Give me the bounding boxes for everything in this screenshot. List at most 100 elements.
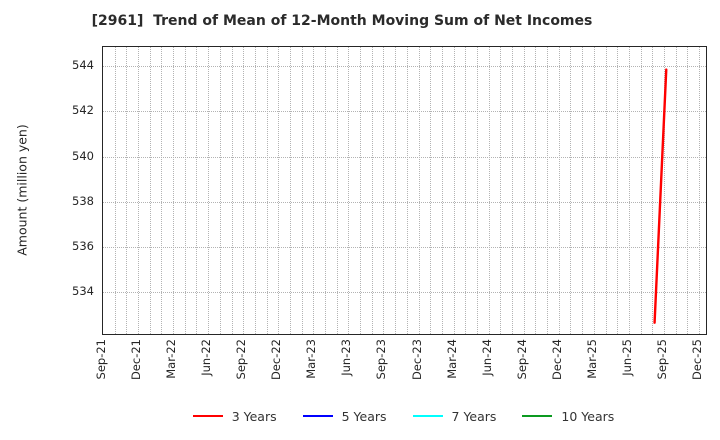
grid-line-vertical bbox=[640, 47, 642, 334]
legend-label: 5 Years bbox=[341, 408, 387, 424]
x-tick-label: Sep-23 bbox=[374, 339, 389, 380]
y-axis-label-text: Amount (million yen) bbox=[14, 124, 30, 256]
grid-line-vertical bbox=[418, 47, 420, 334]
y-tick-label: 536 bbox=[72, 238, 94, 253]
grid-line-horizontal bbox=[103, 111, 706, 113]
grid-line-vertical bbox=[488, 47, 490, 334]
grid-line-vertical bbox=[652, 47, 654, 334]
grid-line-vertical bbox=[441, 47, 443, 334]
legend: 3 Years 5 Years 7 Years 10 Years bbox=[102, 404, 705, 428]
grid-line-vertical bbox=[313, 47, 315, 334]
grid-line-horizontal bbox=[103, 292, 706, 294]
grid-line-vertical bbox=[593, 47, 595, 334]
series-line-3-years bbox=[653, 68, 668, 324]
grid-line-vertical bbox=[360, 47, 362, 334]
plot-area bbox=[102, 46, 707, 335]
x-tick-label: Sep-24 bbox=[514, 339, 529, 380]
grid-line-vertical bbox=[138, 47, 140, 334]
grid-line-vertical bbox=[196, 47, 198, 334]
grid-line-vertical bbox=[430, 47, 432, 334]
grid-line-vertical bbox=[465, 47, 467, 334]
legend-swatch bbox=[192, 415, 223, 417]
x-tick-label: Jun-23 bbox=[339, 339, 354, 376]
grid-line-vertical bbox=[453, 47, 455, 334]
legend-label: 7 Years bbox=[451, 408, 497, 424]
grid-line-vertical bbox=[523, 47, 525, 334]
y-tick-label: 544 bbox=[72, 58, 94, 73]
grid-line-vertical bbox=[289, 47, 291, 334]
legend-item-5-years: 5 Years bbox=[302, 408, 387, 424]
grid-line-vertical bbox=[687, 47, 689, 334]
grid-line-vertical bbox=[663, 47, 665, 334]
chart-title: [2961] Trend of Mean of 12-Month Moving … bbox=[91, 13, 593, 29]
x-tick-label: Jun-25 bbox=[619, 339, 634, 376]
grid-line-vertical bbox=[535, 47, 537, 334]
legend-label: 3 Years bbox=[231, 408, 277, 424]
grid-line-vertical bbox=[231, 47, 233, 334]
x-tick-label: Jun-22 bbox=[199, 339, 214, 376]
grid-line-vertical bbox=[325, 47, 327, 334]
grid-line-vertical bbox=[617, 47, 619, 334]
grid-line-vertical bbox=[336, 47, 338, 334]
grid-line-vertical bbox=[348, 47, 350, 334]
grid-line-vertical bbox=[558, 47, 560, 334]
grid-line-horizontal bbox=[103, 246, 706, 248]
grid-line-vertical bbox=[570, 47, 572, 334]
x-tick-label: Sep-21 bbox=[94, 339, 108, 380]
series-lines bbox=[653, 68, 668, 324]
x-tick-label: Mar-22 bbox=[164, 339, 179, 379]
x-tick-label: Mar-23 bbox=[304, 339, 319, 379]
grid-line-vertical bbox=[698, 47, 700, 334]
grid-line-vertical bbox=[512, 47, 513, 334]
legend-item-3-years: 3 Years bbox=[192, 408, 277, 424]
x-tick-label: Dec-23 bbox=[409, 339, 424, 381]
grid-line-vertical bbox=[371, 47, 373, 334]
x-tick-label: Dec-22 bbox=[269, 339, 284, 381]
grid-line-vertical bbox=[395, 47, 397, 334]
y-tick-label: 538 bbox=[72, 193, 94, 208]
grid-line-vertical bbox=[161, 47, 163, 334]
x-tick-label: Sep-25 bbox=[654, 339, 669, 380]
y-tick-label: 542 bbox=[72, 103, 94, 118]
grid-line-vertical bbox=[149, 47, 151, 334]
grid-line-vertical bbox=[383, 47, 385, 334]
grid-line-vertical bbox=[173, 47, 175, 334]
x-tick-label: Dec-24 bbox=[549, 339, 564, 381]
grid-line-horizontal bbox=[103, 66, 706, 68]
x-tick-label: Dec-25 bbox=[689, 339, 704, 381]
y-tick-label: 534 bbox=[72, 284, 94, 299]
x-tick-label: Dec-21 bbox=[129, 339, 144, 381]
legend-swatch bbox=[522, 415, 553, 417]
y-tick-label: 540 bbox=[72, 148, 94, 163]
legend-item-10-years: 10 Years bbox=[522, 409, 614, 424]
grid-line-vertical bbox=[301, 47, 303, 334]
grid-line-vertical bbox=[219, 47, 221, 334]
x-tick-label: Mar-25 bbox=[584, 339, 599, 379]
legend-item-7-years: 7 Years bbox=[412, 408, 497, 424]
grid-line-vertical bbox=[675, 47, 677, 334]
grid-line-vertical bbox=[500, 47, 502, 334]
legend-label: 10 Years bbox=[561, 408, 615, 424]
grid-line-vertical bbox=[208, 47, 210, 334]
legend-swatch bbox=[412, 415, 443, 417]
x-tick-label: Jun-24 bbox=[479, 339, 494, 376]
grid-line-vertical bbox=[243, 47, 245, 334]
grid-line-vertical bbox=[254, 47, 256, 334]
grid-line-vertical bbox=[476, 47, 478, 334]
grid-line-vertical bbox=[114, 47, 116, 334]
grid-line-horizontal bbox=[103, 201, 706, 203]
grid-line-vertical bbox=[605, 47, 607, 334]
grid-line-vertical bbox=[266, 47, 268, 334]
x-tick-label: Sep-22 bbox=[234, 339, 249, 380]
x-tick-label: Mar-24 bbox=[444, 339, 459, 379]
grid-line-horizontal bbox=[103, 156, 706, 158]
legend-swatch bbox=[302, 415, 333, 417]
grid-line-vertical bbox=[126, 47, 128, 334]
grid-line-vertical bbox=[184, 47, 186, 334]
grid-line-vertical bbox=[547, 47, 549, 334]
grid-line-vertical bbox=[406, 47, 408, 334]
grid-line-vertical bbox=[628, 47, 630, 334]
grid-line-vertical bbox=[582, 47, 584, 334]
grid-line-vertical bbox=[278, 47, 280, 334]
